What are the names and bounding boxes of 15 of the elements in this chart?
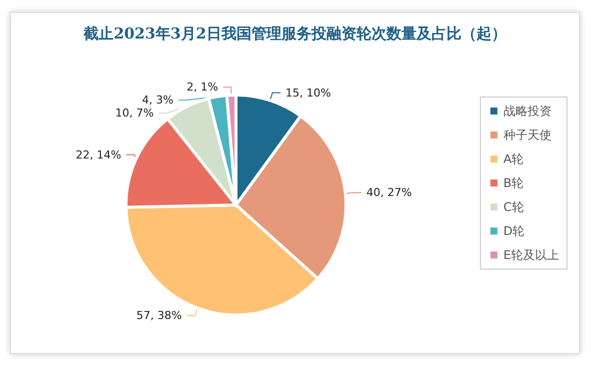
legend-label: 战略投资 [503,104,552,118]
data-label: 15, 10% [285,86,331,100]
data-label: 22, 14% [76,148,122,162]
chart-title: 截止2023年3月2日我国管理服务投融资轮次数量及占比（起） [82,24,506,42]
legend-label: C轮 [503,200,524,214]
legend-label: 种子天使 [503,128,552,142]
legend-label: D轮 [503,224,525,238]
data-label: 57, 38% [136,309,182,322]
data-label: 2, 1% [186,80,218,94]
legend-label: A轮 [503,152,524,166]
data-label: 10, 7% [115,106,154,120]
data-label: 4, 3% [142,94,174,107]
legend-label: B轮 [503,176,524,190]
data-label: 40, 27% [366,186,412,200]
legend-label: E轮及以上 [503,248,560,262]
